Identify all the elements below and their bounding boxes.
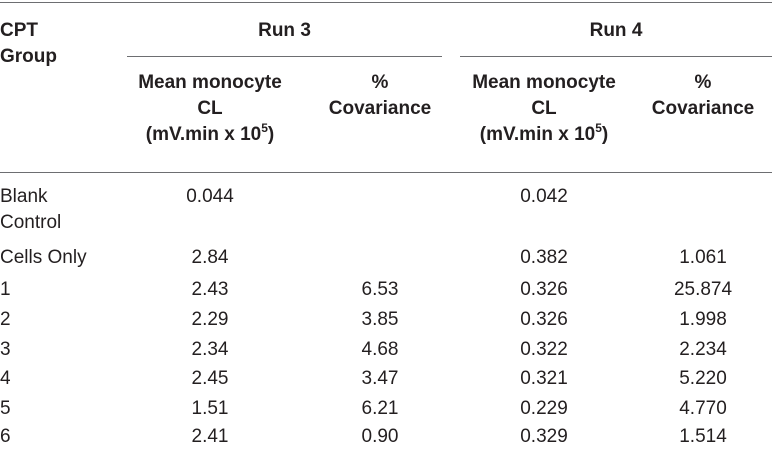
row-group-label: 2 xyxy=(0,309,11,330)
run3-mean-cell: 2.41 xyxy=(191,426,229,447)
run3-mean-cell: 2.45 xyxy=(191,368,229,389)
run4-cov-cell: 4.770 xyxy=(679,398,727,419)
row-group-label: Cells Only xyxy=(0,247,87,268)
run4-mean-cell: 0.322 xyxy=(520,339,568,360)
run4-mean-cell: 0.321 xyxy=(520,368,568,389)
run4-mean-cell: 0.329 xyxy=(520,426,568,447)
run4-mean-header: Mean monocyte CL (mV.min x 105) xyxy=(472,72,616,145)
run3-mean-header: Mean monocyte CL (mV.min x 105) xyxy=(138,72,282,145)
header-bottom-rule xyxy=(0,172,772,173)
top-rule xyxy=(0,2,772,3)
run3-cov-cell: 6.53 xyxy=(361,279,399,300)
run3-mean-cell: 0.044 xyxy=(186,186,234,207)
run3-cov-header: % Covariance xyxy=(328,72,432,119)
run4-mean-cell: 0.382 xyxy=(520,247,568,268)
run3-mean-cell: 2.43 xyxy=(191,279,229,300)
row-group-label: 4 xyxy=(0,368,11,389)
run3-mean-cell: 1.51 xyxy=(191,398,229,419)
run4-mean-cell: 0.326 xyxy=(520,309,568,330)
run3-mean-cell: 2.84 xyxy=(191,247,229,268)
run3-cov-cell: 3.47 xyxy=(361,368,399,389)
run3-cov-cell: 6.21 xyxy=(361,398,399,419)
run3-header: Run 3 xyxy=(258,20,311,41)
run4-cov-cell: 5.220 xyxy=(679,368,727,389)
run4-mean-cell: 0.042 xyxy=(520,186,568,207)
run4-cov-header: % Covariance xyxy=(651,72,755,119)
run3-cov-cell: 0.90 xyxy=(361,426,399,447)
run4-mean-cell: 0.326 xyxy=(520,279,568,300)
row-group-label: 1 xyxy=(0,279,11,300)
run4-cov-cell: 25.874 xyxy=(673,279,733,300)
run3-cov-cell: 3.85 xyxy=(361,309,399,330)
run4-cov-cell: 1.998 xyxy=(679,309,727,330)
row-group-label: 3 xyxy=(0,339,11,360)
row-group-label: Blank Control xyxy=(0,186,62,233)
run3-mean-cell: 2.29 xyxy=(191,309,229,330)
run3-cov-cell: 4.68 xyxy=(361,339,399,360)
run4-cov-cell: 2.234 xyxy=(679,339,727,360)
run4-cov-cell: 1.514 xyxy=(679,426,727,447)
run4-mean-cell: 0.229 xyxy=(520,398,568,419)
run4-underline xyxy=(460,56,772,57)
run3-mean-cell: 2.34 xyxy=(191,339,229,360)
row-group-label: 5 xyxy=(0,398,11,419)
run3-underline xyxy=(127,56,442,57)
group-header: CPT Group xyxy=(0,20,57,67)
run4-cov-cell: 1.061 xyxy=(679,247,727,268)
run4-header: Run 4 xyxy=(589,20,643,41)
row-group-label: 6 xyxy=(0,426,11,447)
